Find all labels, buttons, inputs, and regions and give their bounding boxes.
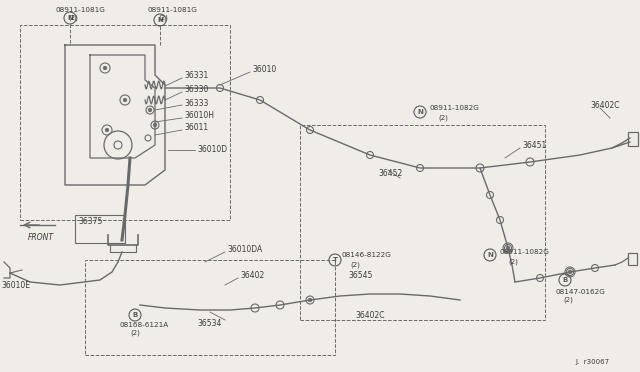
Text: (2): (2)	[130, 330, 140, 336]
Text: N: N	[157, 17, 163, 23]
Text: (2): (2)	[158, 15, 168, 21]
Bar	[628, 132, 638, 146]
Text: B: B	[563, 277, 568, 283]
Text: 36375: 36375	[78, 218, 102, 227]
Bar	[628, 253, 637, 265]
Text: (2): (2)	[563, 297, 573, 303]
Circle shape	[308, 298, 312, 302]
Text: 36402C: 36402C	[355, 311, 385, 320]
Circle shape	[105, 128, 109, 132]
Text: 36451: 36451	[522, 141, 547, 150]
Text: 08168-6121A: 08168-6121A	[120, 322, 169, 328]
Circle shape	[103, 66, 107, 70]
Text: 08911-1082G: 08911-1082G	[500, 249, 550, 255]
Bar	[85, 260, 335, 355]
Text: (2): (2)	[68, 15, 78, 21]
Text: 36331: 36331	[184, 71, 208, 80]
Circle shape	[123, 98, 127, 102]
Text: 36452: 36452	[378, 169, 403, 177]
Text: 36402: 36402	[240, 272, 264, 280]
Text: 08911-1082G: 08911-1082G	[430, 105, 480, 111]
Text: N: N	[487, 252, 493, 258]
Bar	[20, 25, 230, 220]
Text: (2): (2)	[350, 262, 360, 268]
Text: J.  r30067: J. r30067	[575, 359, 609, 365]
Circle shape	[148, 108, 152, 112]
Bar	[75, 215, 125, 243]
Text: 08911-1081G: 08911-1081G	[55, 7, 105, 13]
Text: N: N	[67, 15, 73, 21]
Text: 36010E: 36010E	[1, 280, 30, 289]
Bar	[300, 125, 545, 320]
Text: 36010: 36010	[252, 65, 276, 74]
Text: 08911-1081G: 08911-1081G	[148, 7, 198, 13]
Text: 36545: 36545	[348, 270, 372, 279]
Text: 36010D: 36010D	[197, 145, 227, 154]
Text: (2): (2)	[438, 115, 448, 121]
Text: N: N	[417, 109, 423, 115]
Text: FRONT: FRONT	[28, 234, 54, 243]
Text: 36330: 36330	[184, 86, 209, 94]
Circle shape	[153, 123, 157, 127]
Text: 08146-8122G: 08146-8122G	[342, 252, 392, 258]
Text: T: T	[333, 257, 337, 263]
Circle shape	[568, 270, 572, 274]
Text: B: B	[132, 312, 138, 318]
Text: 36011: 36011	[184, 124, 208, 132]
Text: (2): (2)	[508, 259, 518, 265]
Text: 36402C: 36402C	[590, 100, 620, 109]
Circle shape	[506, 246, 510, 250]
Text: 36010DA: 36010DA	[227, 246, 262, 254]
Text: 36534: 36534	[197, 318, 221, 327]
Text: 36010H: 36010H	[184, 112, 214, 121]
Text: 08147-0162G: 08147-0162G	[555, 289, 605, 295]
Text: 36333: 36333	[184, 99, 209, 108]
